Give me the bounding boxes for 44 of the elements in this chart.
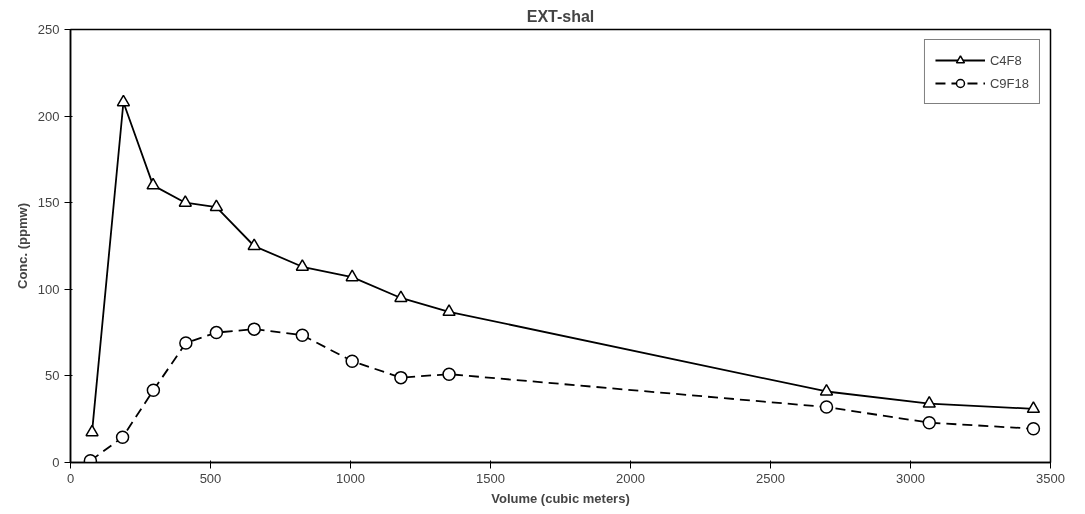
y-axis-title: Conc. (ppmw) bbox=[14, 203, 30, 289]
point bbox=[146, 383, 161, 398]
point bbox=[295, 259, 310, 271]
point bbox=[295, 328, 310, 342]
x-tick-label: 1000 bbox=[336, 470, 365, 486]
point bbox=[442, 367, 456, 381]
point bbox=[922, 415, 937, 430]
chart-title: EXT-shal bbox=[526, 7, 595, 25]
point bbox=[115, 430, 130, 444]
point bbox=[1026, 401, 1041, 414]
point bbox=[345, 354, 359, 368]
point bbox=[819, 383, 834, 396]
point bbox=[1026, 421, 1041, 436]
point bbox=[179, 336, 193, 350]
point bbox=[116, 94, 131, 107]
point bbox=[345, 269, 359, 282]
x-tick-label: 0 bbox=[66, 470, 75, 486]
y-tick-label: 0 bbox=[52, 455, 60, 470]
point bbox=[85, 424, 99, 437]
point bbox=[146, 177, 160, 190]
y-tick-label: 100 bbox=[37, 281, 60, 297]
point bbox=[394, 370, 408, 385]
y-tick-label: 150 bbox=[37, 195, 60, 211]
point bbox=[209, 199, 224, 212]
x-tick-label: 1500 bbox=[476, 470, 505, 486]
point bbox=[394, 290, 408, 303]
legend-label: C4F8 bbox=[989, 52, 1022, 68]
x-tick-label: 2000 bbox=[616, 470, 645, 486]
y-tick-label: 50 bbox=[45, 368, 60, 384]
point bbox=[922, 395, 937, 408]
x-tick-label: 3000 bbox=[896, 470, 925, 486]
point bbox=[247, 322, 261, 336]
point bbox=[442, 304, 456, 317]
y-tick-label: 200 bbox=[37, 108, 60, 124]
legend-label: C9F18 bbox=[989, 75, 1029, 91]
point bbox=[819, 400, 834, 414]
y-tick-label: 250 bbox=[37, 22, 60, 37]
point bbox=[209, 325, 224, 340]
point bbox=[247, 238, 261, 251]
x-axis-title: Volume (cubic meters) bbox=[491, 490, 630, 506]
x-tick-label: 500 bbox=[199, 470, 222, 486]
x-tick-label: 2500 bbox=[756, 470, 785, 486]
x-tick-label: 3500 bbox=[1036, 470, 1065, 486]
point bbox=[178, 195, 193, 207]
